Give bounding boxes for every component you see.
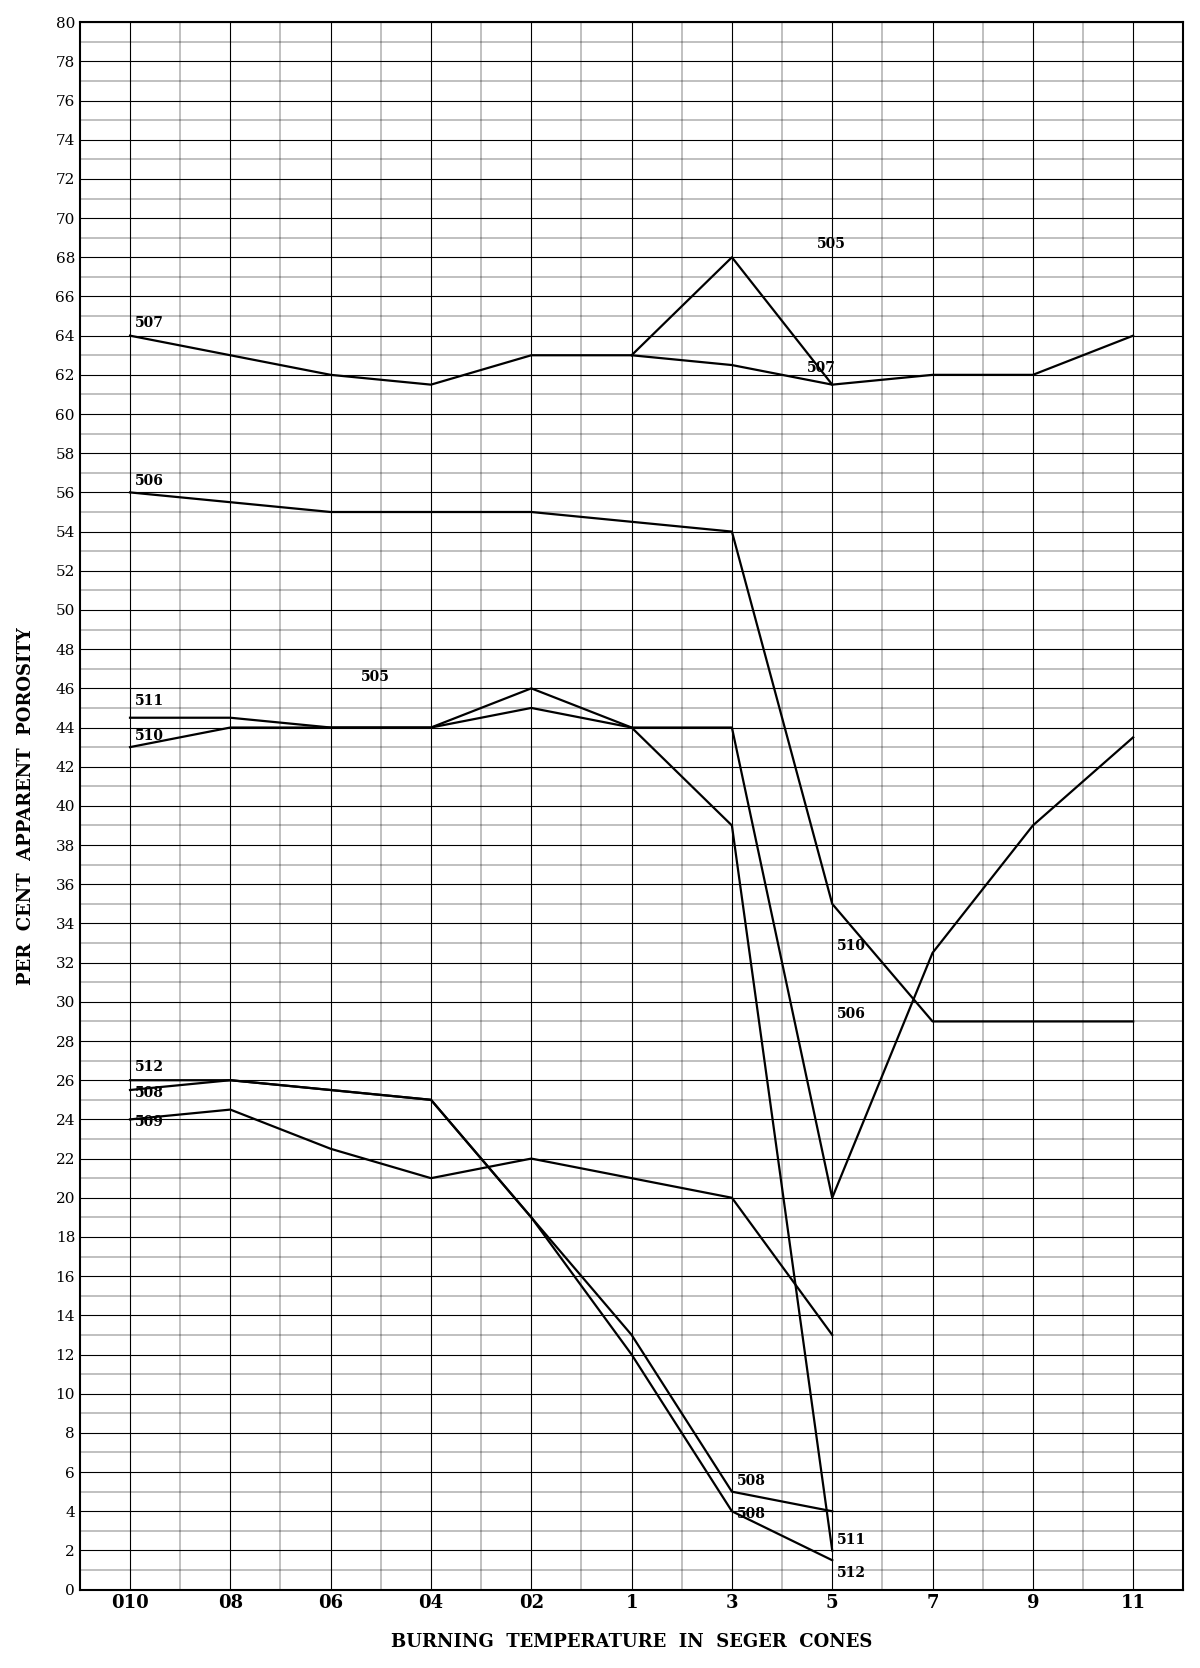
Text: 508: 508 xyxy=(737,1475,766,1488)
Text: 507: 507 xyxy=(136,315,164,330)
Text: 506: 506 xyxy=(136,474,164,489)
Y-axis label: PER  CENT  APPARENT  POROSITY: PER CENT APPARENT POROSITY xyxy=(17,627,35,984)
Text: 505: 505 xyxy=(817,237,846,252)
X-axis label: BURNING  TEMPERATURE  IN  SEGER  CONES: BURNING TEMPERATURE IN SEGER CONES xyxy=(391,1633,872,1651)
Text: 512: 512 xyxy=(838,1566,866,1580)
Text: 505: 505 xyxy=(361,671,390,684)
Text: 507: 507 xyxy=(808,360,836,375)
Text: 508: 508 xyxy=(737,1508,766,1521)
Text: 510: 510 xyxy=(136,729,164,744)
Text: 508: 508 xyxy=(136,1086,164,1099)
Text: 506: 506 xyxy=(838,1007,866,1021)
Text: 511: 511 xyxy=(136,694,164,707)
Text: 512: 512 xyxy=(136,1061,164,1074)
Text: 511: 511 xyxy=(838,1533,866,1546)
Text: 510: 510 xyxy=(838,939,866,952)
Text: 509: 509 xyxy=(136,1116,164,1129)
